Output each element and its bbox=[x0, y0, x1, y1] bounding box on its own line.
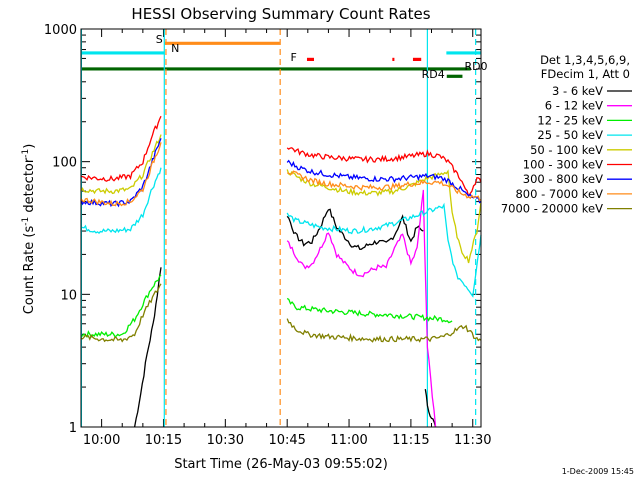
flag-bars bbox=[81, 41, 481, 78]
x-tick-label: 10:15 bbox=[145, 433, 182, 448]
x-axis-label: Start Time (26-May-03 09:55:02) bbox=[174, 457, 388, 472]
y-tick-label: 10 bbox=[60, 288, 77, 303]
x-tick-label: 11:30 bbox=[454, 433, 491, 448]
x-tick-labels: 10:00 10:15 10:30 10:45 11:00 11:15 11:30 bbox=[83, 433, 492, 448]
y-tick-label: 100 bbox=[52, 156, 77, 171]
legend-label: 12 - 25 keV bbox=[537, 113, 603, 127]
legend-label: 3 - 6 keV bbox=[552, 84, 603, 98]
legend-header-1: Det 1,3,4,5,6,9, bbox=[540, 53, 630, 67]
series-line bbox=[80, 167, 162, 234]
marker-label: RD0 bbox=[464, 60, 487, 73]
legend-header-2: FDecim 1, Att 0 bbox=[541, 67, 630, 81]
x-tick-label: 10:30 bbox=[207, 433, 244, 448]
legend-label: 25 - 50 keV bbox=[537, 128, 603, 142]
legend-label: 800 - 7000 keV bbox=[515, 187, 603, 201]
legend-label: 6 - 12 keV bbox=[545, 99, 603, 113]
series-line bbox=[286, 147, 482, 198]
marker-label: F bbox=[290, 51, 296, 64]
series-line bbox=[133, 267, 162, 428]
series-line bbox=[286, 202, 482, 298]
series-line bbox=[80, 283, 162, 343]
marker-label: N bbox=[171, 42, 179, 55]
series-line bbox=[286, 169, 482, 264]
series-line bbox=[80, 115, 162, 182]
chart-title: HESSI Observing Summary Count Rates bbox=[131, 5, 430, 23]
series-line bbox=[286, 170, 482, 202]
timestamp: 1-Dec-2009 15:45 bbox=[562, 467, 634, 476]
series-line bbox=[286, 208, 424, 250]
legend-label: 50 - 100 keV bbox=[530, 143, 603, 157]
series-line bbox=[286, 191, 424, 278]
x-tick-label: 10:00 bbox=[83, 433, 120, 448]
legend-label: 7000 - 20000 keV bbox=[501, 202, 603, 216]
legend-label: 100 - 300 keV bbox=[523, 158, 603, 172]
plot-frame bbox=[80, 28, 482, 428]
series-line bbox=[286, 297, 453, 324]
series-line bbox=[80, 142, 162, 207]
y-tick-labels: 1 10 100 1000 bbox=[44, 23, 77, 436]
series-line bbox=[424, 388, 437, 428]
series-layer bbox=[80, 115, 482, 428]
y-tick-label: 1 bbox=[69, 421, 77, 436]
x-tick-label: 11:15 bbox=[392, 433, 429, 448]
y-axis-label: Count Rate (s-1 detector-1) bbox=[21, 144, 37, 315]
x-tick-label: 10:45 bbox=[268, 433, 305, 448]
series-line bbox=[80, 138, 162, 208]
y-tick-label: 1000 bbox=[44, 23, 77, 38]
x-tick-label: 11:00 bbox=[330, 433, 367, 448]
marker-label: S bbox=[156, 33, 163, 46]
axis-ticks bbox=[80, 28, 481, 428]
series-line bbox=[80, 134, 162, 195]
series-line bbox=[286, 318, 482, 343]
series-line bbox=[80, 274, 162, 339]
legend-label: 300 - 800 keV bbox=[523, 172, 603, 186]
series-line bbox=[286, 159, 482, 204]
marker-labels: SN F RD0 RD4 bbox=[156, 33, 488, 81]
series-line bbox=[422, 189, 437, 428]
marker-label: RD4 bbox=[422, 68, 445, 81]
legend: Det 1,3,4,5,6,9, FDecim 1, Att 0 3 - 6 k… bbox=[501, 53, 632, 216]
